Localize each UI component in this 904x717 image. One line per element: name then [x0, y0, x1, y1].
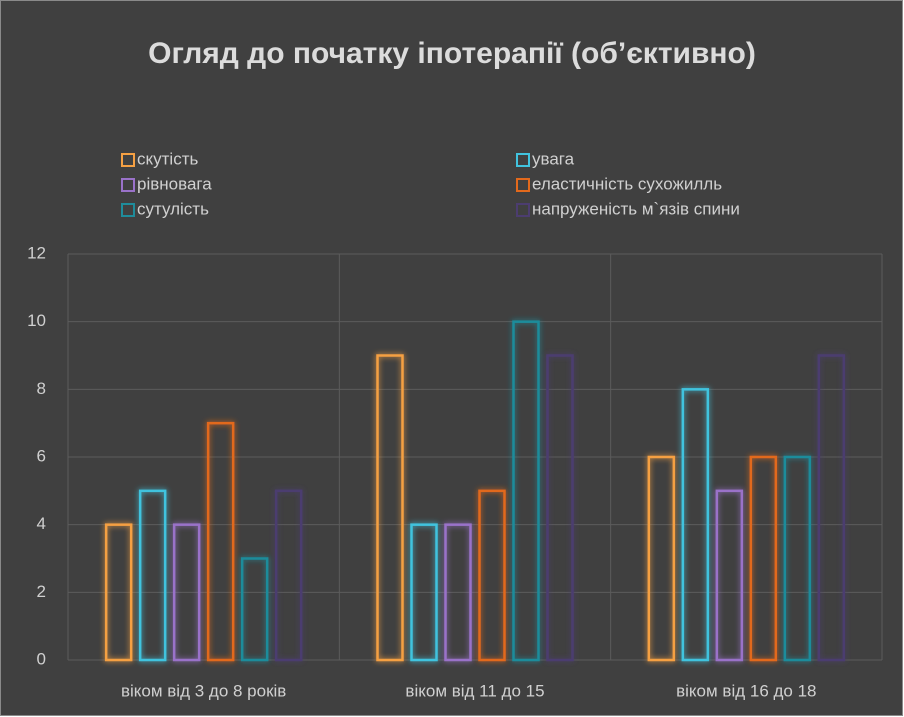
legend-label: увага	[532, 149, 575, 168]
bar	[206, 421, 235, 662]
bar	[681, 388, 710, 662]
x-tick-label: віком від 16 до 18	[676, 681, 816, 700]
legend-label: сутулість	[137, 199, 209, 218]
bar	[240, 557, 269, 662]
legend-label: еластичність сухожилль	[532, 174, 722, 193]
bar	[138, 489, 167, 662]
bar	[274, 489, 303, 662]
bar	[104, 523, 133, 662]
legend-swatch	[121, 203, 135, 217]
x-tick-label: віком від 3 до 8 років	[121, 681, 286, 700]
y-tick-label: 4	[37, 514, 46, 533]
legend-swatch	[516, 178, 530, 192]
bar	[546, 354, 574, 662]
legend-swatch	[516, 203, 530, 217]
legend-label: скутість	[137, 149, 198, 168]
chart-title: Огляд до початку іпотерапії (об’єктивно)	[148, 37, 756, 70]
bar	[172, 523, 201, 662]
x-tick-label: віком від 11 до 15	[405, 681, 544, 700]
bar	[647, 455, 676, 662]
bar	[478, 489, 506, 662]
y-tick-label: 0	[37, 649, 46, 668]
bar	[444, 523, 472, 662]
legend-swatch	[121, 178, 135, 192]
y-tick-label: 10	[27, 311, 46, 330]
y-tick-label: 2	[37, 582, 46, 601]
bar	[512, 320, 540, 662]
legend-swatch	[121, 153, 135, 167]
legend-swatch	[516, 153, 530, 167]
legend-label: напруженість м`язів спини	[532, 199, 740, 218]
bar	[410, 523, 438, 662]
bar	[715, 489, 744, 662]
bar	[783, 455, 812, 662]
bar	[817, 354, 846, 662]
bar	[749, 455, 778, 662]
bar	[376, 354, 404, 662]
legend-label: рівновага	[137, 174, 212, 193]
y-tick-label: 6	[37, 446, 46, 465]
y-tick-label: 8	[37, 379, 46, 398]
y-tick-label: 12	[27, 243, 46, 262]
